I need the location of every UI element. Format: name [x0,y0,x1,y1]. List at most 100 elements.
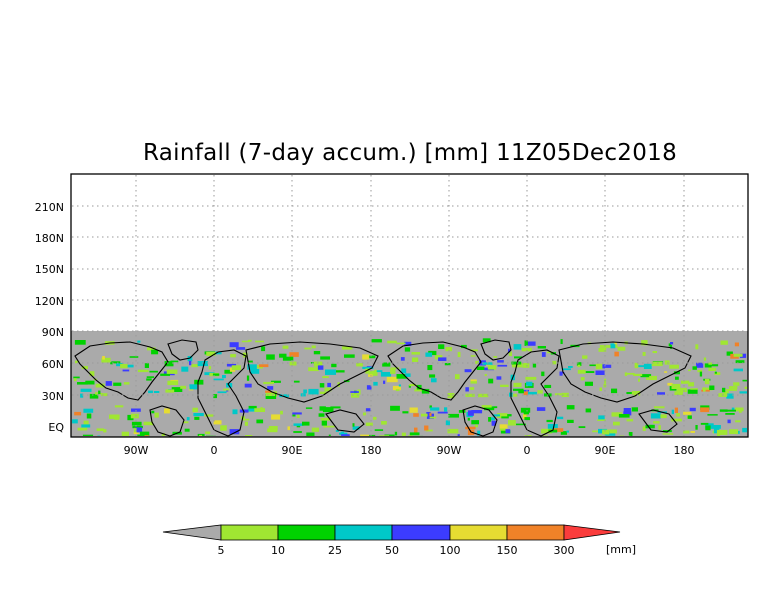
rain-cell-51 [541,352,546,357]
rain-cell-578 [508,420,516,426]
rain-cell-335 [317,365,324,370]
rain-cell-505 [321,420,327,426]
lon-label-0: 0 [211,444,218,457]
rain-cell-96 [611,388,618,394]
rain-cell-295 [541,371,545,377]
rain-cell-174 [484,374,487,376]
rain-cell-503 [365,422,373,426]
rain-cell-189 [322,376,329,378]
rain-cell-475 [683,411,692,415]
rain-cell-357 [271,414,281,420]
rain-cell-129 [643,363,652,369]
rain-cell-21 [235,347,246,350]
rain-cell-514 [229,429,240,435]
rain-cell-337 [447,393,455,399]
rain-cell-224 [696,362,704,368]
rain-cell-188 [704,363,712,368]
plot-frame [70,173,749,438]
rain-cell-72 [470,349,478,352]
rain-cell-565 [138,435,143,436]
rain-cell-203 [319,391,327,394]
rain-cell-144 [409,383,417,387]
continent-outline-0-4 [245,341,379,403]
rain-cell-398 [81,424,91,428]
rain-cell-569 [241,418,250,421]
rain-cell-77 [396,342,406,345]
rain-cell-282 [742,379,747,382]
rain-cell-524 [381,421,387,425]
rain-cell-547 [83,408,94,413]
rain-cell-296 [390,368,396,374]
rain-cell-150 [465,387,469,392]
rain-cell-29 [438,357,447,361]
rain-cell-575 [144,435,149,436]
rain-cell-124 [733,382,740,386]
rain-cell-435 [323,425,335,428]
rain-cell-136 [708,367,717,371]
rain-cell-135 [319,383,325,388]
rain-cell-494 [585,408,592,413]
rain-cell-493 [335,430,339,432]
rain-cell-436 [384,434,395,436]
rain-cell-171 [85,380,95,385]
rain-cell-345 [669,364,679,369]
rain-cell-153 [303,389,307,394]
colorbar-unit: [mm] [606,543,636,556]
rain-cell-242 [416,384,422,390]
rain-cell-14 [434,355,443,360]
rain-cell-137 [89,393,99,399]
rain-cell-66 [521,347,532,352]
rain-cell-467 [674,407,678,413]
rain-cell-515 [409,407,418,413]
rain-cell-9 [642,352,646,356]
rain-cell-356 [467,417,470,421]
rain-cell-68 [371,339,382,343]
rain-cell-572 [134,428,137,433]
continent-outline-1-3 [510,349,560,437]
rain-cell-206 [680,380,690,384]
rain-cell-327 [231,365,241,371]
rain-cell-397 [501,416,509,419]
rain-cell-288 [382,362,391,367]
rain-cell-85 [438,344,445,349]
rain-cell-520 [318,413,325,417]
rain-cell-512 [447,428,459,434]
lon-label-90w: 90W [124,444,149,457]
continent-outline-0-3 [197,349,247,437]
rain-cell-180 [726,393,734,399]
rain-cell-313 [383,380,386,384]
rain-cell-196 [401,368,407,374]
rain-cell-92 [222,375,226,379]
rain-cell-323 [714,372,721,375]
rain-cell-477 [735,420,741,423]
continent-outline-1-2 [462,405,498,437]
rain-cell-486 [481,405,492,408]
rain-cell-286 [250,369,260,374]
rain-cell-389 [248,405,257,410]
rain-cell-546 [429,412,432,416]
rain-cell-88 [720,340,728,345]
rain-cell-385 [493,406,498,409]
lat-label-210n: 210N [35,201,64,214]
rain-cell-363 [623,411,632,416]
rain-cell-100 [475,360,481,364]
rain-cell-452 [114,405,124,408]
rain-cell-57 [151,349,159,355]
rain-cell-372 [83,420,89,426]
rain-cell-46 [279,353,287,358]
rain-cell-49 [670,342,674,345]
rain-cell-559 [499,424,508,429]
rain-cell-540 [662,433,674,435]
rain-cell-314 [708,362,712,365]
rain-cell-187 [724,393,733,396]
rain-cell-463 [430,407,440,411]
rain-cell-116 [408,385,411,388]
rain-cell-330 [395,389,400,392]
lon-label-90e-2: 90E [595,444,616,457]
rain-cell-281 [365,368,370,374]
rain-cell-365 [566,430,569,433]
rain-cell-473 [445,420,450,426]
rain-cell-549 [676,413,680,417]
rain-cell-416 [429,405,432,409]
rain-cell-265 [293,380,300,383]
